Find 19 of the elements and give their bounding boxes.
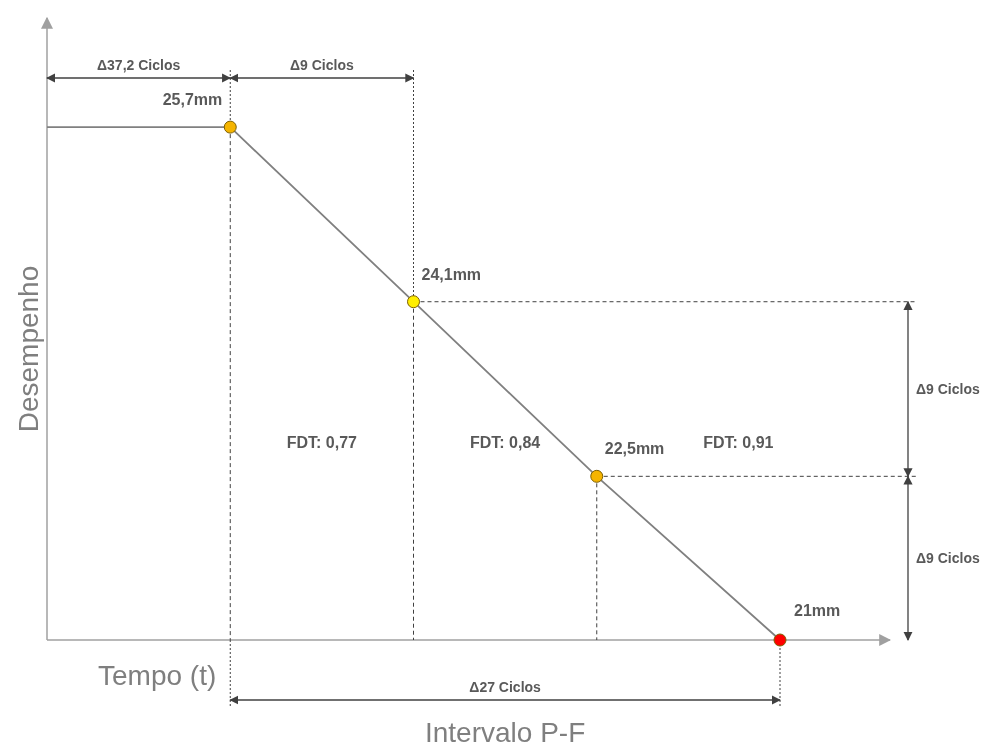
text: Δ9 Ciclos — [916, 550, 980, 567]
data-label: 24,1mm — [421, 265, 482, 283]
point — [223, 120, 237, 134]
text: Δ9 Ciclos — [916, 381, 980, 398]
data-label: 21mm — [794, 602, 841, 619]
point — [407, 295, 420, 309]
x-axis-title: Tempo (t) — [98, 660, 217, 691]
annotation: FDT: 0,77 — [286, 434, 358, 451]
text: Intervalo P-F — [424, 717, 586, 748]
point — [590, 469, 604, 483]
annotation: FDT: 0,91 — [703, 434, 774, 451]
data-label: 22,5mm — [604, 440, 665, 458]
text: Δ27 Ciclos — [469, 679, 542, 695]
annotation: Δ37,2 Ciclos — [97, 57, 181, 73]
y-axis-title: Desempenho — [13, 265, 44, 433]
data-label: 25,7mm — [162, 91, 223, 109]
annotation: Δ9 Ciclos — [289, 57, 354, 73]
annotation: FDT: 0,84 — [470, 434, 541, 451]
point — [773, 633, 787, 647]
